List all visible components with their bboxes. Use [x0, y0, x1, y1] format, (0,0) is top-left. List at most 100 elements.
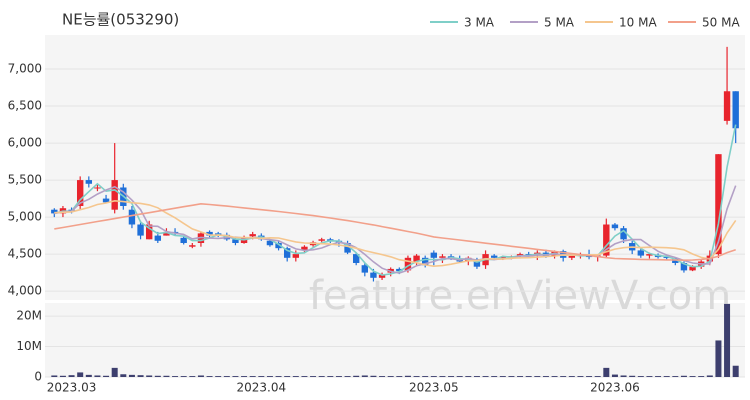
- volume-bar: [103, 375, 110, 377]
- candle-body: [180, 237, 187, 244]
- volume-bar: [241, 376, 248, 377]
- volume-bar: [59, 375, 66, 377]
- volume-bar: [473, 376, 480, 377]
- volume-bar: [594, 376, 601, 377]
- volume-bar: [698, 376, 705, 377]
- volume-bar: [310, 376, 317, 377]
- volume-bar: [275, 376, 282, 377]
- volume-panel: [45, 303, 745, 377]
- x-tick-label: 2023.06: [590, 381, 640, 395]
- volume-bar: [499, 376, 506, 377]
- candle-body: [51, 209, 58, 214]
- x-tick-label: 2023.05: [409, 381, 459, 395]
- volume-bar: [163, 375, 170, 377]
- candle-body: [490, 255, 498, 258]
- volume-bar: [370, 375, 377, 377]
- volume-bar: [180, 376, 187, 377]
- candle-body: [301, 246, 308, 251]
- candle-body: [439, 256, 446, 258]
- volume-bar: [137, 375, 144, 377]
- volume-bar: [542, 376, 549, 377]
- volume-bar: [146, 375, 153, 377]
- volume-bar: [663, 376, 670, 377]
- volume-bar: [379, 376, 386, 377]
- candle-body: [680, 262, 688, 271]
- volume-bar: [404, 375, 411, 377]
- volume-bar: [223, 376, 230, 377]
- candle-body: [430, 252, 438, 258]
- candle-body: [620, 228, 627, 240]
- candle-body: [611, 224, 619, 229]
- volume-bar: [551, 376, 558, 377]
- volume-bar: [361, 375, 368, 377]
- volume-bar: [629, 375, 636, 377]
- candle-body: [499, 257, 507, 259]
- candle-body: [318, 239, 325, 241]
- volume-bar: [646, 376, 653, 377]
- volume-bar: [111, 367, 118, 377]
- candle-body: [249, 234, 256, 237]
- candle-body: [603, 224, 610, 256]
- chart-title: NE능률(053290): [62, 11, 179, 29]
- candle-body: [154, 235, 162, 241]
- volume-bar: [249, 376, 256, 377]
- candle-body: [413, 255, 420, 262]
- y-tick-label: 5,000: [8, 210, 42, 224]
- volume-bar: [448, 376, 455, 377]
- volume-bar: [85, 374, 92, 377]
- volume-bar: [154, 375, 161, 377]
- volume-bar: [525, 376, 532, 377]
- volume-bar: [482, 376, 489, 377]
- volume-bar: [517, 376, 524, 377]
- y-tick-label: 6,000: [8, 136, 42, 150]
- volume-bar: [387, 376, 394, 377]
- y-tick-label: 4,500: [8, 247, 42, 261]
- volume-bar: [637, 376, 644, 377]
- volume-bar: [672, 376, 679, 377]
- candle-body: [137, 224, 144, 236]
- candle-body: [206, 231, 213, 236]
- legend-label: 5 MA: [544, 16, 575, 30]
- volume-bar: [284, 376, 291, 377]
- volume-bar: [732, 365, 739, 377]
- volume-bar: [206, 376, 213, 377]
- candle-body: [723, 91, 731, 121]
- y-tick-label: 6,500: [8, 99, 42, 113]
- candle-body: [111, 180, 118, 210]
- volume-bar: [327, 376, 334, 377]
- legend-label: 3 MA: [464, 16, 495, 30]
- volume-bar: [344, 376, 351, 377]
- volume-bar: [534, 376, 541, 377]
- volume-bar: [508, 376, 515, 377]
- y-tick-label: 7,000: [8, 62, 42, 76]
- volume-bar: [301, 376, 308, 377]
- volume-bar: [197, 375, 204, 377]
- volume-bar: [292, 376, 299, 377]
- volume-bar: [715, 340, 722, 377]
- candle-body: [689, 266, 696, 271]
- volume-bar: [77, 372, 84, 377]
- volume-bar: [318, 376, 325, 377]
- volume-bar: [560, 376, 567, 377]
- candle-body: [102, 198, 110, 203]
- volume-bar: [586, 376, 593, 377]
- y-tick-label: 4,000: [8, 284, 42, 298]
- volume-bar: [422, 376, 429, 377]
- volume-bar: [724, 303, 731, 377]
- legend-label: 50 MA: [702, 16, 740, 30]
- volume-bar: [603, 367, 610, 377]
- candle-body: [732, 91, 739, 129]
- candle-body: [145, 224, 153, 240]
- volume-bar: [706, 375, 713, 377]
- candle-body: [378, 274, 386, 278]
- volume-bar: [620, 375, 627, 377]
- volume-bar: [258, 376, 265, 377]
- candle-body: [352, 254, 360, 263]
- candle-body: [163, 231, 170, 236]
- candle-body: [473, 259, 481, 267]
- ma-line: [54, 185, 737, 274]
- volume-bar: [215, 376, 222, 377]
- candle-body: [76, 180, 84, 206]
- y-tick-label: 10M: [16, 339, 42, 353]
